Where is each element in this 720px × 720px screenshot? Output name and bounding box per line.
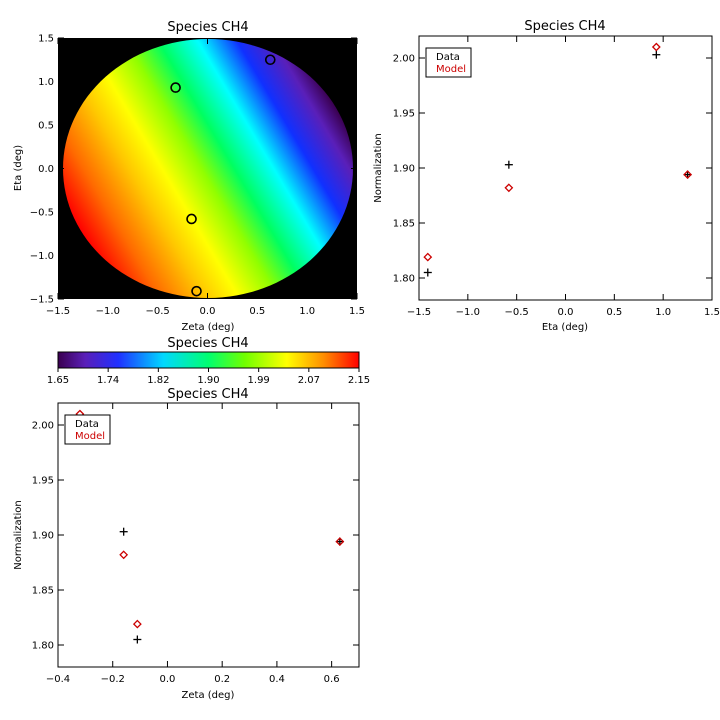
colorbar-tick-label: 2.15 <box>348 375 370 386</box>
colorbar-tick-label: 1.74 <box>97 375 119 386</box>
eta-legend-box <box>425 47 472 78</box>
zeta-data-point <box>133 635 142 644</box>
eta-xtick-label: 1.5 <box>704 307 720 318</box>
eta-data-point <box>652 50 661 59</box>
colorbar-title: Species CH4 <box>167 336 248 351</box>
zeta-ytick-label: 1.85 <box>32 586 54 597</box>
map-xtick-label: 1.5 <box>349 306 365 317</box>
zeta-legend-model: Model <box>75 431 105 442</box>
colorbar-tick-label: 1.90 <box>197 375 219 386</box>
zeta-legend-data: Data <box>75 419 99 430</box>
eta-model-point <box>504 183 514 193</box>
map-xtick-label: 1.0 <box>299 306 315 317</box>
zeta-legend-box <box>64 414 111 445</box>
zeta-xlabel: Zeta (deg) <box>182 690 235 701</box>
map-target-circle <box>191 285 202 297</box>
map-xtick-label: −1.0 <box>96 306 120 317</box>
eta-panel: Species CH4 −1.5 −1.0 −0.5 0.0 0.5 1.0 1.5 1.80… <box>373 19 720 333</box>
eta-data-point <box>504 160 513 169</box>
eta-ytick-label: 2.00 <box>393 54 415 65</box>
zeta-data-point <box>119 527 128 536</box>
colorbar-tick-label: 2.07 <box>298 375 320 386</box>
map-ytick-label: 1.5 <box>38 34 54 45</box>
zeta-ytick-label: 1.90 <box>32 531 54 542</box>
map-ytick-label: −0.5 <box>30 208 54 219</box>
eta-xtick-label: 1.0 <box>655 307 671 318</box>
map-xtick-label: −1.5 <box>46 306 70 317</box>
zeta-xtick-label: −0.2 <box>101 674 125 685</box>
zeta-xtick-label: 0.0 <box>160 674 176 685</box>
eta-data-point <box>423 268 432 277</box>
eta-ylabel: Normalization <box>373 133 384 203</box>
map-target-circle <box>186 213 197 225</box>
zeta-xtick-label: 0.2 <box>214 674 230 685</box>
eta-model-point <box>683 170 693 180</box>
colorbar-tick-label: 1.65 <box>47 375 69 386</box>
map-target-circle <box>264 54 276 66</box>
zeta-xtick-label: 0.6 <box>324 674 340 685</box>
zeta-ytick-label: 1.95 <box>32 476 54 487</box>
map-field-disc <box>63 39 353 298</box>
map-title: Species CH4 <box>167 20 248 35</box>
eta-legend: Data Model <box>425 47 472 78</box>
eta-xtick-label: −0.5 <box>505 307 529 318</box>
map-target-circle <box>170 82 181 93</box>
map-ytick-label: 0.5 <box>38 121 54 132</box>
eta-xlabel: Eta (deg) <box>542 322 588 333</box>
zeta-ylabel: Normalization <box>13 500 24 570</box>
colorbar-tick-label: 1.82 <box>147 375 169 386</box>
eta-title: Species CH4 <box>524 19 605 34</box>
map-ytick-label: 0.0 <box>38 164 54 175</box>
map-xlabel: Zeta (deg) <box>182 322 235 333</box>
eta-ytick-label: 1.95 <box>393 109 415 120</box>
zeta-panel: Species CH4 −0.4 −0.2 0.0 0.2 0.4 0.6 1.80 1.85… <box>13 387 360 701</box>
map-ytick-label: −1.5 <box>30 295 54 306</box>
eta-model-point <box>423 252 433 262</box>
zeta-xtick-label: −0.4 <box>46 674 70 685</box>
colorbar-tick-label: 1.99 <box>248 375 270 386</box>
map-ytick-label: 1.0 <box>38 77 54 88</box>
map-xtick-label: 0.0 <box>200 306 216 317</box>
zeta-model-point <box>119 550 129 560</box>
zeta-legend: Data Model <box>64 414 111 445</box>
zeta-title: Species CH4 <box>167 387 248 402</box>
map-panel: Species CH4 −1.5 −1.0 −0.5 0.0 0.5 1.0 1.5 −1.5… <box>13 20 365 333</box>
zeta-xtick-label: 0.4 <box>269 674 285 685</box>
eta-xtick-label: −1.0 <box>456 307 480 318</box>
colorbar-panel: Species CH4 1.65 1.74 1.82 1.90 1.99 2.07 2.15 <box>47 336 370 386</box>
eta-ytick-label: 1.80 <box>393 274 415 285</box>
eta-legend-data: Data <box>436 52 460 63</box>
map-ytick-label: −1.0 <box>30 251 54 262</box>
map-xtick-label: 0.5 <box>249 306 265 317</box>
map-ylabel: Eta (deg) <box>13 145 24 191</box>
zeta-model-point <box>132 619 142 629</box>
zeta-model-point <box>335 537 345 547</box>
eta-model-point <box>651 42 661 52</box>
eta-ytick-label: 1.90 <box>393 164 415 175</box>
eta-legend-model: Model <box>436 64 466 75</box>
zeta-ytick-label: 1.80 <box>32 641 54 652</box>
colorbar <box>57 351 360 369</box>
eta-ytick-label: 1.85 <box>393 219 415 230</box>
eta-xtick-label: 0.5 <box>606 307 622 318</box>
eta-xtick-label: −1.5 <box>407 307 431 318</box>
map-xtick-label: −0.5 <box>146 306 170 317</box>
eta-xtick-label: 0.0 <box>558 307 574 318</box>
zeta-ytick-label: 2.00 <box>32 421 54 432</box>
